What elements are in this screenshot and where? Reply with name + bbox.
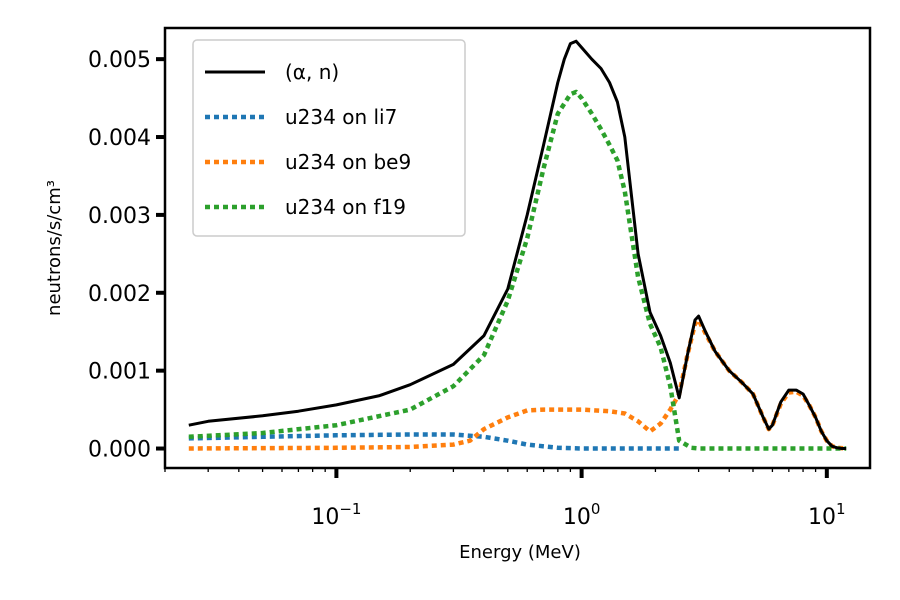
x-tick-label: 100: [563, 500, 601, 530]
series-line-3: [188, 89, 847, 451]
plot-frame: [163, 26, 872, 470]
series-line-1: [188, 432, 680, 451]
plot-area: [188, 39, 847, 451]
y-tick-label: 0.001: [88, 360, 151, 385]
legend-label-3: u234 on f19: [285, 195, 406, 219]
x-tick-label: 101: [808, 500, 846, 530]
legend-label-1: u234 on li7: [285, 105, 397, 129]
y-tick-label: 0.005: [88, 48, 151, 73]
legend-label-0: (α, n): [285, 60, 339, 84]
y-tick-label: 0.003: [88, 204, 151, 229]
series-line-2: [188, 317, 847, 451]
x-tick-label: 10−1: [311, 500, 361, 530]
legend-label-2: u234 on be9: [285, 150, 411, 174]
y-tick-label: 0.004: [88, 126, 151, 151]
y-axis-label: neutrons/s/cm³: [44, 180, 65, 316]
x-axis-label: Energy (MeV): [459, 542, 581, 563]
axes: 0.000 0.001 0.002 0.003 0.004 0.005 10−1 100 101: [88, 48, 846, 530]
legend-frame: [192, 39, 466, 237]
series-line-0: [188, 39, 847, 450]
legend: (α, n) u234 on li7 u234 on be9 u234 on f19: [192, 39, 466, 237]
y-tick-label: 0.002: [88, 282, 151, 307]
y-tick-label: 0.000: [88, 438, 151, 463]
